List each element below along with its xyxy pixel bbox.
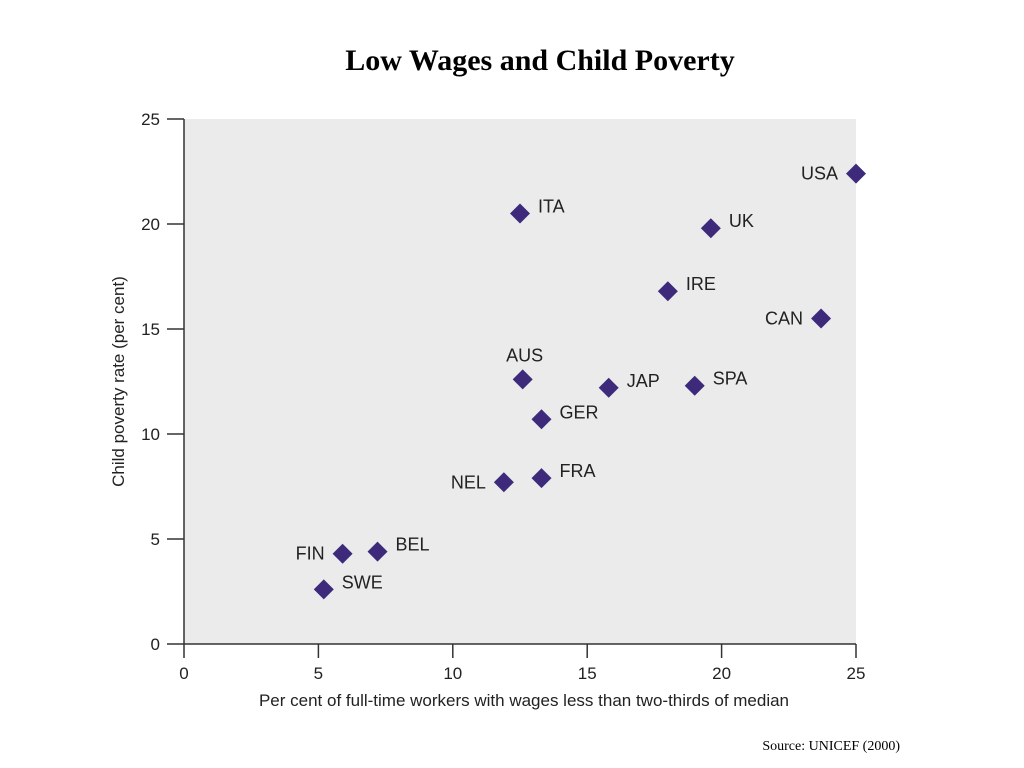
- point-label: FIN: [296, 544, 325, 564]
- data-point-ger: GER: [531, 402, 599, 430]
- diamond-marker: [531, 409, 552, 430]
- diamond-marker: [811, 308, 832, 329]
- x-tick-label: 20: [712, 664, 731, 683]
- x-tick-label: 15: [578, 664, 597, 683]
- diamond-marker: [367, 541, 388, 562]
- diamond-marker: [684, 375, 705, 396]
- point-label: UK: [729, 211, 754, 231]
- point-label: AUS: [506, 345, 543, 365]
- y-tick-label: 15: [141, 320, 160, 339]
- x-axis-title: Per cent of full-time workers with wages…: [259, 691, 789, 710]
- data-point-bel: BEL: [367, 535, 430, 562]
- data-point-can: CAN: [765, 308, 832, 329]
- source-note: Source: UNICEF (2000): [762, 739, 900, 754]
- y-tick-label: 10: [141, 425, 160, 444]
- point-label: BEL: [396, 535, 430, 555]
- y-axis-ticks: 0 5 10 15 20 25: [141, 110, 184, 654]
- y-tick-label: 5: [151, 530, 160, 549]
- point-label: GER: [560, 402, 599, 422]
- diamond-marker: [598, 377, 619, 398]
- point-label: SPA: [713, 369, 748, 389]
- x-tick-label: 10: [443, 664, 462, 683]
- y-tick-label: 0: [151, 635, 160, 654]
- data-point-aus: AUS: [506, 345, 543, 390]
- diamond-marker: [700, 218, 721, 239]
- data-point-nel: NEL: [451, 472, 514, 493]
- data-point-fin: FIN: [296, 543, 353, 564]
- data-point-swe: SWE: [313, 572, 383, 600]
- y-axis-title: Child poverty rate (per cent): [109, 276, 128, 487]
- chart-title: Low Wages and Child Poverty: [345, 44, 735, 77]
- data-point-fra: FRA: [531, 461, 596, 489]
- data-point-uk: UK: [700, 211, 754, 239]
- point-label: CAN: [765, 309, 803, 329]
- point-label: NEL: [451, 472, 486, 492]
- y-tick-label: 20: [141, 215, 160, 234]
- x-tick-label: 25: [847, 664, 866, 683]
- x-tick-label: 0: [179, 664, 188, 683]
- data-point-ire: IRE: [657, 274, 716, 302]
- x-tick-label: 5: [314, 664, 323, 683]
- y-tick-label: 25: [141, 110, 160, 129]
- diamond-marker: [510, 203, 530, 224]
- diamond-marker: [846, 163, 866, 184]
- point-label: USA: [801, 164, 838, 184]
- diamond-marker: [332, 543, 353, 564]
- point-label: SWE: [342, 572, 383, 592]
- data-point-usa: USA: [801, 163, 866, 184]
- x-axis-ticks: 0 5 10 15 20 25: [179, 644, 865, 683]
- diamond-marker: [531, 468, 552, 489]
- data-point-jap: JAP: [598, 371, 660, 398]
- point-label: FRA: [560, 461, 596, 481]
- data-point-spa: SPA: [684, 369, 748, 396]
- diamond-marker: [313, 579, 334, 600]
- point-label: ITA: [538, 197, 565, 217]
- diamond-marker: [493, 472, 514, 493]
- data-points: USA ITA UK IRE CAN AUS JAP SPA GER NEL FRA FIN BEL SW…: [296, 163, 866, 600]
- diamond-marker: [657, 281, 678, 302]
- point-label: JAP: [627, 371, 660, 391]
- point-label: IRE: [686, 274, 716, 294]
- data-point-ita: ITA: [510, 197, 565, 224]
- diamond-marker: [512, 369, 533, 390]
